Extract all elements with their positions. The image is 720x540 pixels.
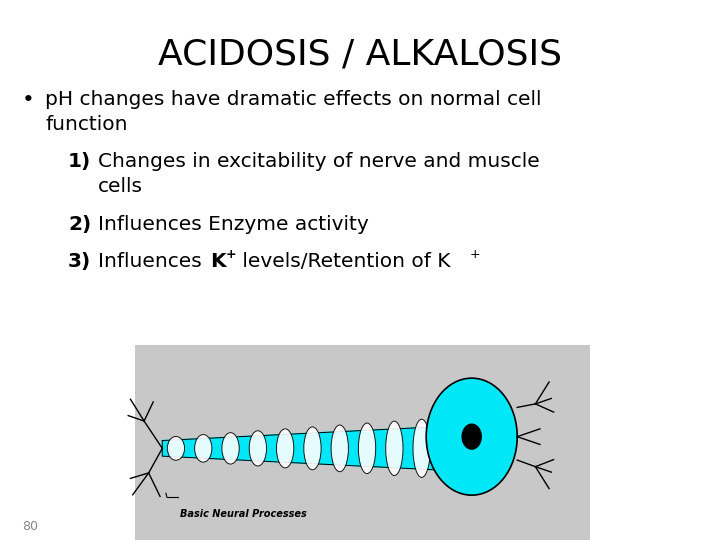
Text: pH changes have dramatic effects on normal cell: pH changes have dramatic effects on norm…: [45, 90, 541, 109]
Ellipse shape: [359, 423, 376, 474]
Ellipse shape: [222, 433, 239, 464]
Text: 80: 80: [22, 520, 38, 533]
Ellipse shape: [249, 431, 266, 466]
Bar: [135, 345, 590, 540]
Ellipse shape: [426, 378, 517, 495]
Ellipse shape: [331, 425, 348, 472]
Text: 3): 3): [68, 252, 91, 271]
Ellipse shape: [167, 436, 184, 460]
Text: +: +: [470, 248, 481, 261]
Ellipse shape: [304, 427, 321, 470]
Text: 2): 2): [68, 215, 91, 234]
Ellipse shape: [462, 423, 482, 450]
Ellipse shape: [386, 421, 403, 476]
Text: Changes in excitability of nerve and muscle: Changes in excitability of nerve and mus…: [98, 152, 540, 171]
Text: ACIDOSIS / ALKALOSIS: ACIDOSIS / ALKALOSIS: [158, 38, 562, 72]
Ellipse shape: [276, 429, 294, 468]
Text: 1): 1): [68, 152, 91, 171]
Text: Influences: Influences: [98, 252, 208, 271]
Text: Basic Neural Processes: Basic Neural Processes: [181, 509, 307, 519]
Text: •: •: [22, 90, 35, 110]
Text: levels/Retention of K: levels/Retention of K: [236, 252, 451, 271]
Text: K: K: [210, 252, 225, 271]
Ellipse shape: [413, 419, 431, 477]
Text: function: function: [45, 115, 127, 134]
Text: +: +: [226, 248, 237, 261]
Text: Influences Enzyme activity: Influences Enzyme activity: [98, 215, 369, 234]
Polygon shape: [162, 427, 436, 470]
Ellipse shape: [194, 435, 212, 462]
Text: cells: cells: [98, 177, 143, 196]
